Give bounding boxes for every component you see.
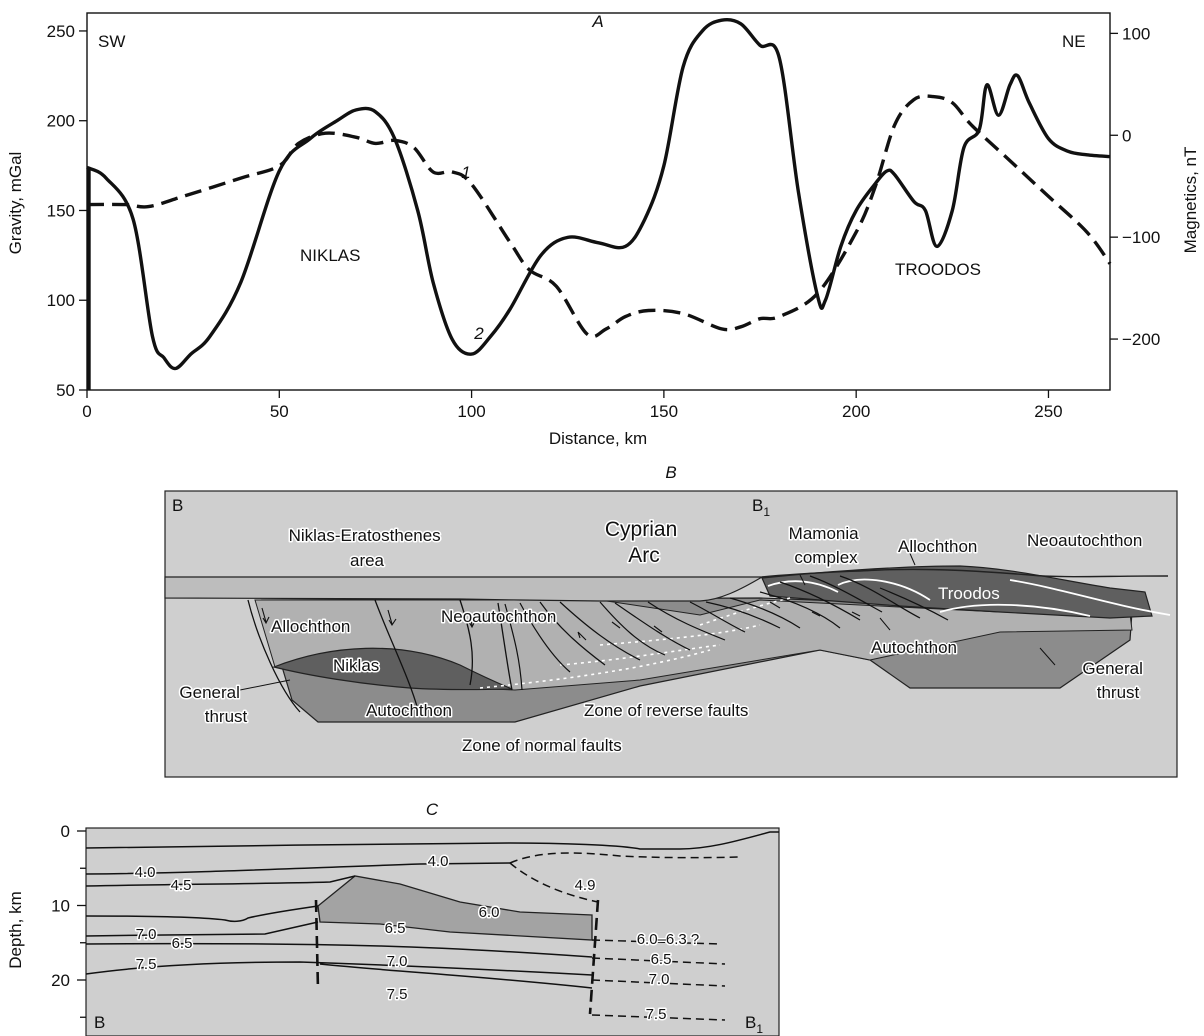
b-corner-label: B bbox=[172, 496, 183, 515]
curve-2-label: 2 bbox=[473, 324, 484, 343]
plot-frame bbox=[86, 12, 1111, 391]
depth-axis-label: Depth, km bbox=[6, 891, 25, 968]
right-axis: 100 0 −100 −200 bbox=[1110, 24, 1160, 349]
dotted-detachment bbox=[479, 597, 791, 689]
y-axis-label-right: Magnetics, nT bbox=[1181, 147, 1200, 254]
ne-label: NE bbox=[1062, 32, 1086, 51]
normal-faults-label: Zone of normal faults bbox=[462, 736, 622, 755]
velocity-label: 7.5 bbox=[646, 1006, 667, 1023]
right-tick-label: 0 bbox=[1122, 126, 1131, 145]
velocity-label: 7.5 bbox=[136, 956, 157, 973]
c-b1-label: B1 bbox=[745, 1013, 763, 1036]
velocity-label: 6.5 bbox=[651, 951, 672, 968]
bottom-tick-label: 100 bbox=[457, 402, 485, 421]
niklas-nappe-label: Niklas bbox=[333, 656, 379, 675]
reverse-faults-label: Zone of reverse faults bbox=[584, 701, 748, 720]
troodos-nappe-label: Troodos bbox=[938, 584, 1000, 603]
b1-label: B1 bbox=[752, 496, 770, 519]
panel-c: C 0 10 20 Depth, km B B1 bbox=[6, 800, 780, 1036]
bottom-axis: 0 50 100 150 200 250 bbox=[82, 390, 1063, 421]
autochthon-right-label: Autochthon bbox=[871, 638, 957, 657]
velocity-label: 4.5 bbox=[171, 877, 192, 894]
left-tick-label: 250 bbox=[47, 22, 75, 41]
neoautochthon-cover bbox=[164, 576, 765, 602]
bottom-tick-label: 0 bbox=[82, 402, 91, 421]
panel-b: B bbox=[164, 463, 1178, 778]
bottom-tick-label: 150 bbox=[650, 402, 678, 421]
series-magnetics-dashed bbox=[86, 94, 1112, 339]
reverse-faults bbox=[504, 575, 949, 691]
normal-faults bbox=[247, 599, 513, 713]
vertical-faults bbox=[314, 899, 600, 1015]
bottom-tick-label: 200 bbox=[842, 402, 870, 421]
troodos-label: TROODOS bbox=[895, 260, 981, 279]
velocity-layer-lines bbox=[85, 831, 779, 989]
panel-a-label: A bbox=[591, 12, 603, 31]
velocity-labels: 4.0 4.5 4.0 4.9 6.0 6.5 7.0 6.5 7.5 7.0 7.5 6.0–6.3… bbox=[133, 852, 701, 1025]
curve-1-label: 1 bbox=[461, 163, 470, 182]
velocity-label: 7.5 bbox=[387, 986, 408, 1003]
left-tick-label: 200 bbox=[47, 112, 75, 131]
niklas-label: NIKLAS bbox=[300, 246, 360, 265]
panel-a: A 50 100 150 200 250 100 0 −100 −200 0 50 100 150 2… bbox=[6, 12, 1200, 448]
neoautochthon-mid-label: Neoautochthon bbox=[441, 607, 556, 626]
allochthon-left-label: Allochthon bbox=[271, 617, 350, 636]
mamonia-complex-label: Mamonia complex bbox=[789, 524, 864, 567]
white-thrust-lines bbox=[767, 578, 1171, 617]
velocity-dashed-lines bbox=[509, 852, 741, 1021]
bottom-tick-label: 50 bbox=[270, 402, 289, 421]
right-tick-label: 100 bbox=[1122, 24, 1150, 43]
left-tick-label: 100 bbox=[47, 291, 75, 310]
bottom-tick-label: 250 bbox=[1034, 402, 1062, 421]
panel-b-label: B bbox=[665, 463, 676, 482]
left-tick-label: 150 bbox=[47, 201, 75, 220]
left-axis: 50 100 150 200 250 bbox=[47, 22, 87, 400]
surface-line-right bbox=[761, 568, 1169, 578]
velocity-label: 6.5 bbox=[172, 935, 193, 952]
section-c-frame bbox=[85, 827, 780, 1036]
c-b-label: B bbox=[94, 1013, 105, 1032]
niklas-eratosthenes-label: Niklas-Eratosthenes area bbox=[289, 526, 446, 570]
velocity-label: 6.0 bbox=[479, 904, 500, 921]
velocity-label: 7.0 bbox=[387, 953, 408, 970]
allochthon-right-label: Allochthon bbox=[898, 537, 977, 556]
autochthon-left-label: Autochthon bbox=[366, 701, 452, 720]
sw-label: SW bbox=[98, 32, 125, 51]
leader-lines bbox=[239, 541, 1056, 691]
velocity-label: 6.5 bbox=[385, 920, 406, 937]
y-axis-label-left: Gravity, mGal bbox=[6, 152, 25, 255]
depth-tick-label: 20 bbox=[51, 971, 70, 990]
fault-arrows bbox=[261, 601, 861, 641]
velocity-label: 4.9 bbox=[575, 877, 596, 894]
left-tick-label: 50 bbox=[56, 381, 75, 400]
depth-tick-label: 0 bbox=[61, 822, 70, 841]
right-tick-label: −200 bbox=[1122, 330, 1160, 349]
velocity-label: 4.0 bbox=[428, 853, 449, 870]
neoautochthon-right-label: Neoautochthon bbox=[1027, 531, 1142, 550]
velocity-body bbox=[317, 875, 593, 941]
right-tick-label: −100 bbox=[1122, 228, 1160, 247]
panel-c-label: C bbox=[426, 800, 439, 819]
general-thrust-right-label: General thrust bbox=[1082, 659, 1147, 702]
velocity-label: 7.0 bbox=[136, 926, 157, 943]
depth-axis: 0 10 20 bbox=[51, 822, 86, 1018]
cyprian-arc-label: Cyprian Arc bbox=[605, 518, 683, 567]
velocity-label: 6.0–6.3 ? bbox=[637, 931, 700, 948]
general-thrust-left-label: General thrust bbox=[179, 683, 247, 726]
series-gravity-solid bbox=[86, 17, 1111, 371]
velocity-label: 7.0 bbox=[649, 971, 670, 988]
x-axis-label: Distance, km bbox=[549, 429, 647, 448]
velocity-label: 4.0 bbox=[135, 864, 156, 881]
depth-tick-label: 10 bbox=[51, 897, 70, 916]
